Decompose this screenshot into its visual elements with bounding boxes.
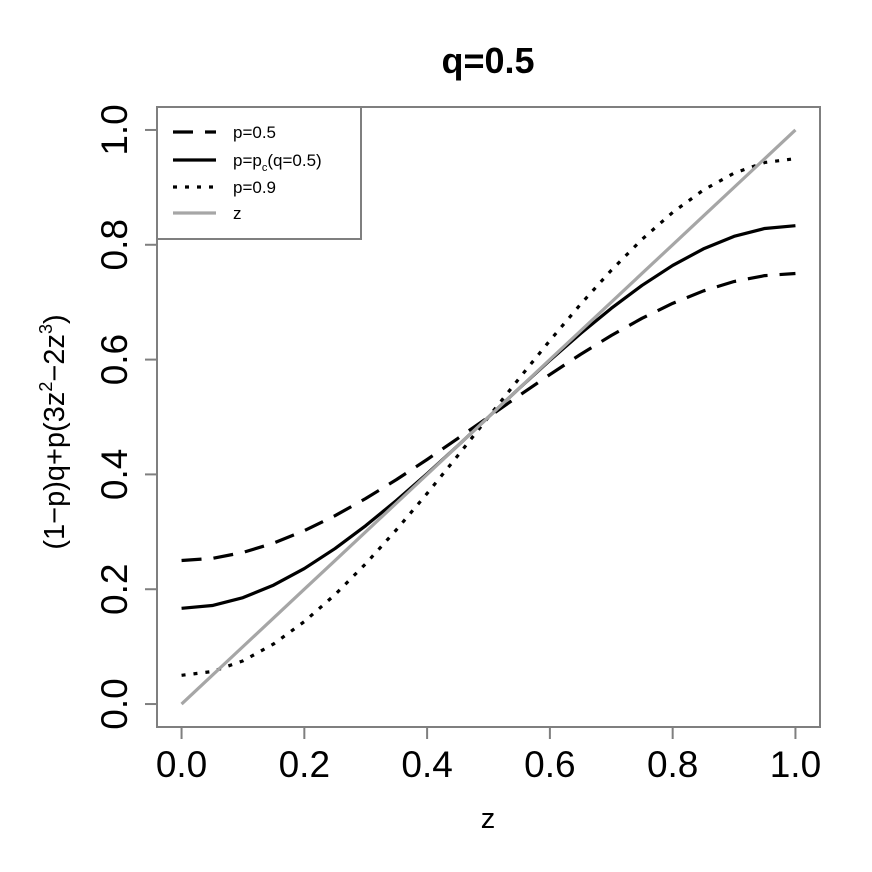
y-label-mid: −2z (39, 334, 71, 382)
x-tick-label: 1.0 (770, 744, 821, 785)
legend-label-z: z (233, 204, 242, 223)
legend-label-pc-prefix: p=p (233, 151, 262, 170)
y-tick-label: 0.0 (94, 678, 135, 729)
legend-box (156, 106, 362, 240)
y-tick-label: 1.0 (94, 104, 135, 155)
x-tick-label: 0.4 (401, 744, 452, 785)
y-tick-label: 0.8 (94, 219, 135, 270)
series-line-p09 (181, 157, 796, 677)
legend-label-pc: p=pc(q=0.5) (233, 151, 322, 174)
axes-layer: 0.0 0.2 0.4 0.6 0.8 1.0 0.0 0.2 0.4 0.6 0.8 1.0 (94, 104, 821, 785)
legend: p=0.5 p=pc(q=0.5) p=0.9 z (156, 106, 362, 240)
y-tick-label: 0.6 (94, 334, 135, 385)
chart-title: q=0.5 (441, 40, 534, 81)
y-tick-label: 0.4 (94, 449, 135, 500)
x-axis-label: z (481, 803, 496, 835)
x-tick-label: 0.2 (279, 744, 330, 785)
legend-label-pc-suffix: (q=0.5) (267, 151, 321, 170)
y-label-exp2: 3 (36, 324, 56, 334)
x-tick-label: 0.6 (524, 744, 575, 785)
plot-frame (156, 106, 821, 728)
x-tick-label: 0.8 (647, 744, 698, 785)
y-label-prefix: (1−p)q+p(3z (39, 392, 71, 550)
y-tick-label: 0.2 (94, 564, 135, 615)
legend-label-pc-sub: c (262, 162, 268, 174)
y-label-suffix: ) (39, 314, 71, 324)
series-line-p05 (181, 271, 796, 563)
legend-label-p09: p=0.9 (233, 178, 276, 197)
legend-label-p05: p=0.5 (233, 123, 276, 142)
series-layer (180, 128, 797, 706)
series-line-z (180, 128, 797, 706)
y-axis-label: (1−p)q+p(3z2−2z3) (36, 314, 71, 549)
y-label-exp1: 2 (36, 382, 56, 392)
x-tick-label: 0.0 (156, 744, 207, 785)
